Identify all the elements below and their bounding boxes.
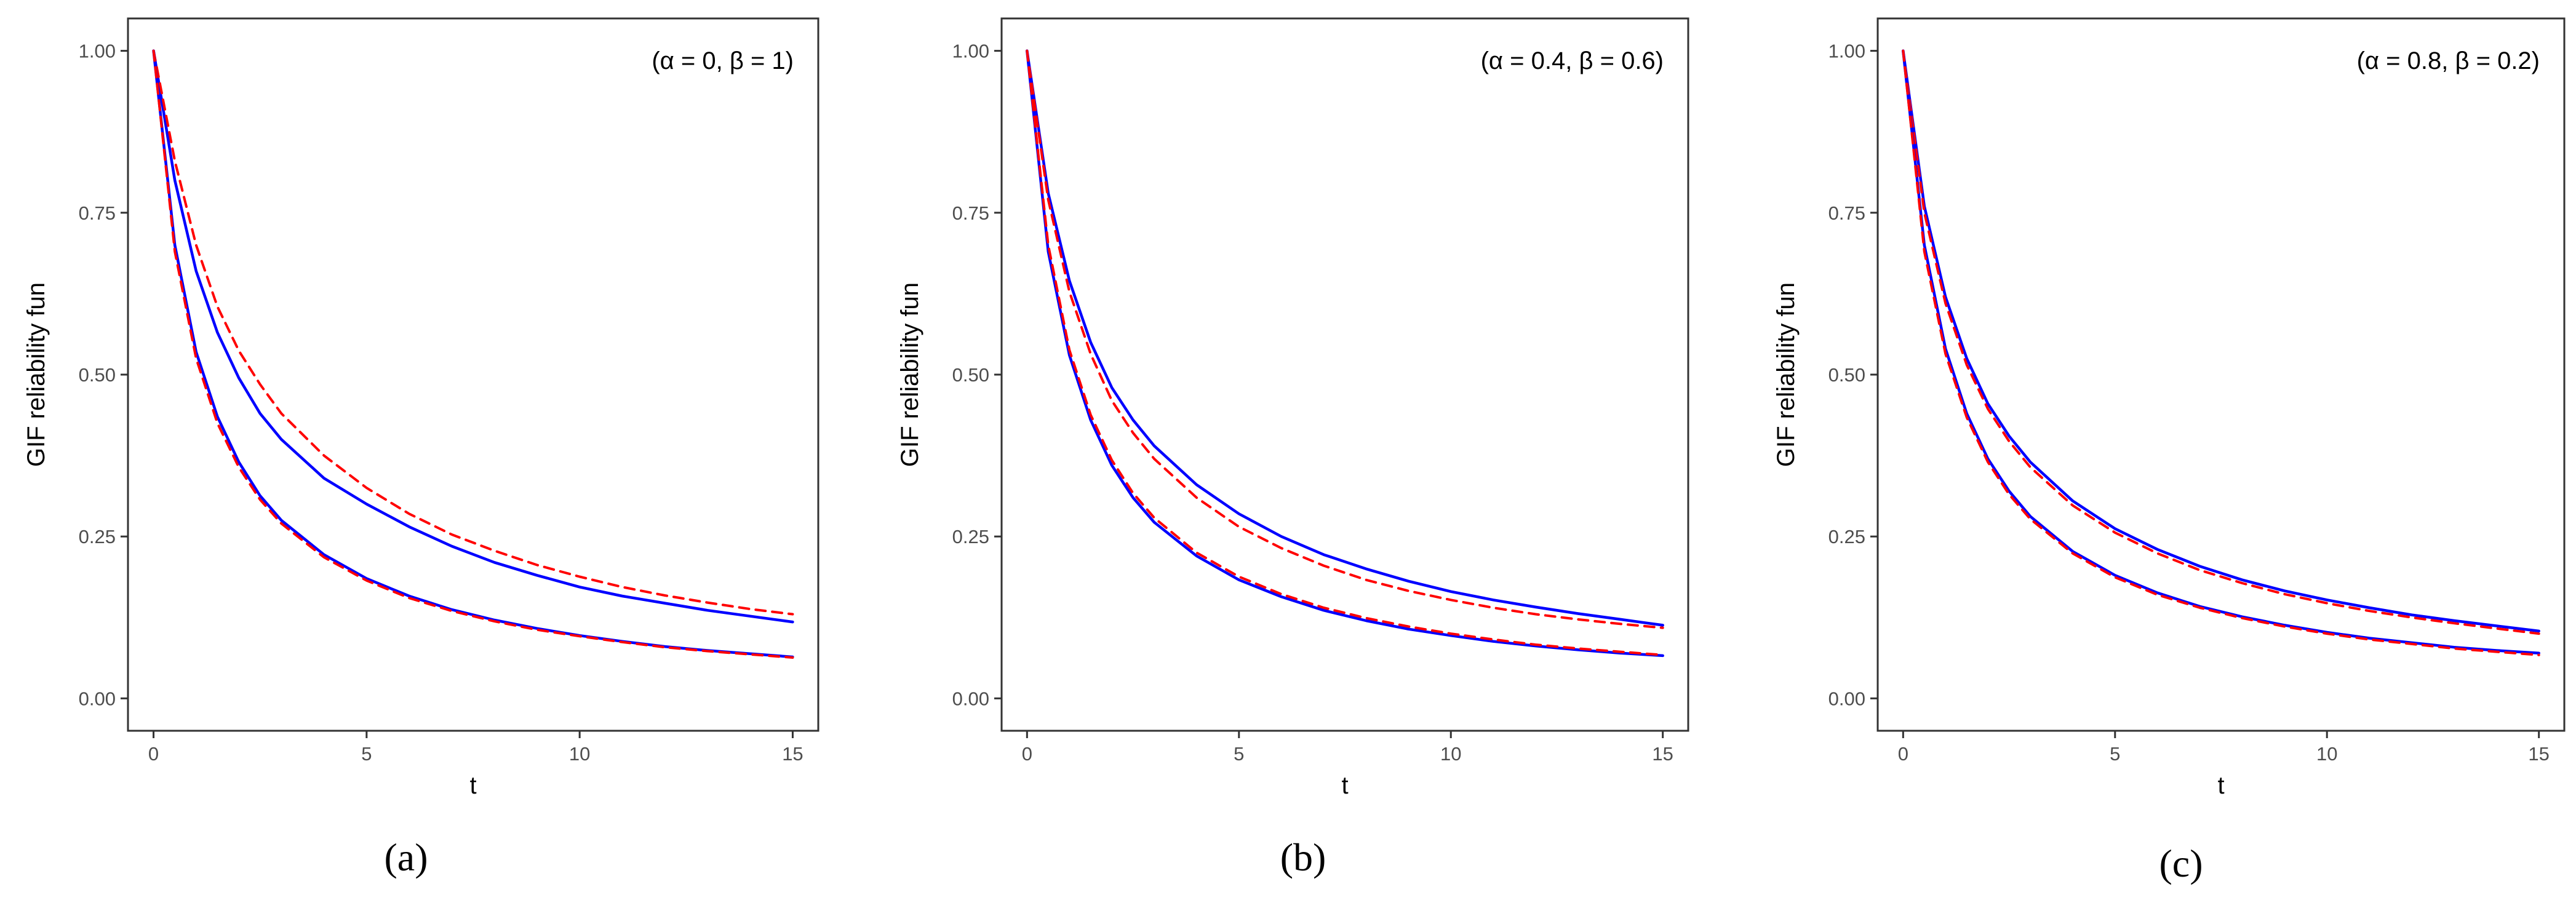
dashed-curve-4	[1026, 49, 1664, 656]
x-tick-label: 0	[1898, 743, 1908, 765]
dashed-curve-4	[1902, 49, 2540, 656]
y-tick-label: 0.25	[952, 526, 989, 547]
plot-frame	[127, 17, 819, 732]
chart-panel-c: 0.00 0.25 0.50 0.75 1.00 0 5 10 15 t GIF reliabili…	[1772, 17, 2566, 885]
x-axis-label: t	[2217, 772, 2224, 799]
parameter-annotation: (α = 0, β = 1)	[652, 47, 794, 74]
parameter-annotation: (α = 0.4, β = 0.6)	[1481, 47, 1664, 74]
y-tick-label: 1.00	[79, 41, 116, 62]
x-axis-label: t	[469, 772, 476, 799]
y-tick-label: 0.00	[79, 688, 116, 709]
y-tick-label: 0.00	[1828, 688, 1865, 709]
y-tick-label: 0.75	[952, 202, 989, 224]
x-tick-label: 10	[2316, 743, 2337, 765]
chart-panel-b: 0.00 0.25 0.50 0.75 1.00 0 5 10 15 t GIF reliabili…	[896, 17, 1689, 879]
y-axis-label: GIF reliability fun	[23, 282, 50, 467]
panel-label: (b)	[1280, 835, 1326, 879]
solid-curve-1	[152, 49, 794, 624]
x-tick-label: 15	[1652, 743, 1673, 765]
dashed-curve-2	[1902, 49, 2540, 635]
y-tick-label: 1.00	[952, 41, 989, 62]
x-tick-label: 15	[782, 743, 803, 765]
x-tick-label: 10	[569, 743, 590, 765]
solid-curve-3	[152, 49, 794, 659]
x-tick-label: 0	[1022, 743, 1032, 765]
plot-frame	[1876, 17, 2566, 732]
dashed-curve-2	[1026, 49, 1664, 629]
x-axis-label: t	[1341, 772, 1348, 799]
solid-curve-1	[1902, 49, 2540, 633]
y-tick-label: 0.25	[1828, 526, 1865, 547]
x-tick-label: 10	[1440, 743, 1461, 765]
solid-curve-3	[1026, 49, 1664, 658]
y-tick-label: 0.00	[952, 688, 989, 709]
y-tick-label: 0.50	[79, 364, 116, 386]
y-axis-label: GIF reliability fun	[896, 282, 923, 467]
x-tick-label: 5	[2110, 743, 2120, 765]
y-axis-label: GIF reliability fun	[1772, 282, 1800, 467]
x-tick-label: 0	[148, 743, 159, 765]
y-tick-label: 0.75	[1828, 202, 1865, 224]
y-tick-label: 1.00	[1828, 41, 1865, 62]
y-tick-label: 0.50	[952, 364, 989, 386]
dashed-curve-2	[152, 49, 794, 616]
x-tick-label: 5	[1234, 743, 1244, 765]
x-tick-label: 5	[361, 743, 372, 765]
dashed-curve-4	[152, 49, 794, 659]
chart-panel-a: 0.00 0.25 0.50 0.75 1.00 0 5 10 15 t GIF reliabili…	[23, 17, 819, 879]
parameter-annotation: (α = 0.8, β = 0.2)	[2357, 47, 2540, 74]
x-tick-label: 15	[2528, 743, 2549, 765]
panel-label: (c)	[2159, 841, 2203, 885]
y-tick-label: 0.25	[79, 526, 116, 547]
panel-label: (a)	[384, 835, 428, 879]
solid-curve-1	[1026, 49, 1664, 627]
solid-curve-3	[1902, 49, 2540, 654]
y-tick-label: 0.50	[1828, 364, 1865, 386]
y-tick-label: 0.75	[79, 202, 116, 224]
